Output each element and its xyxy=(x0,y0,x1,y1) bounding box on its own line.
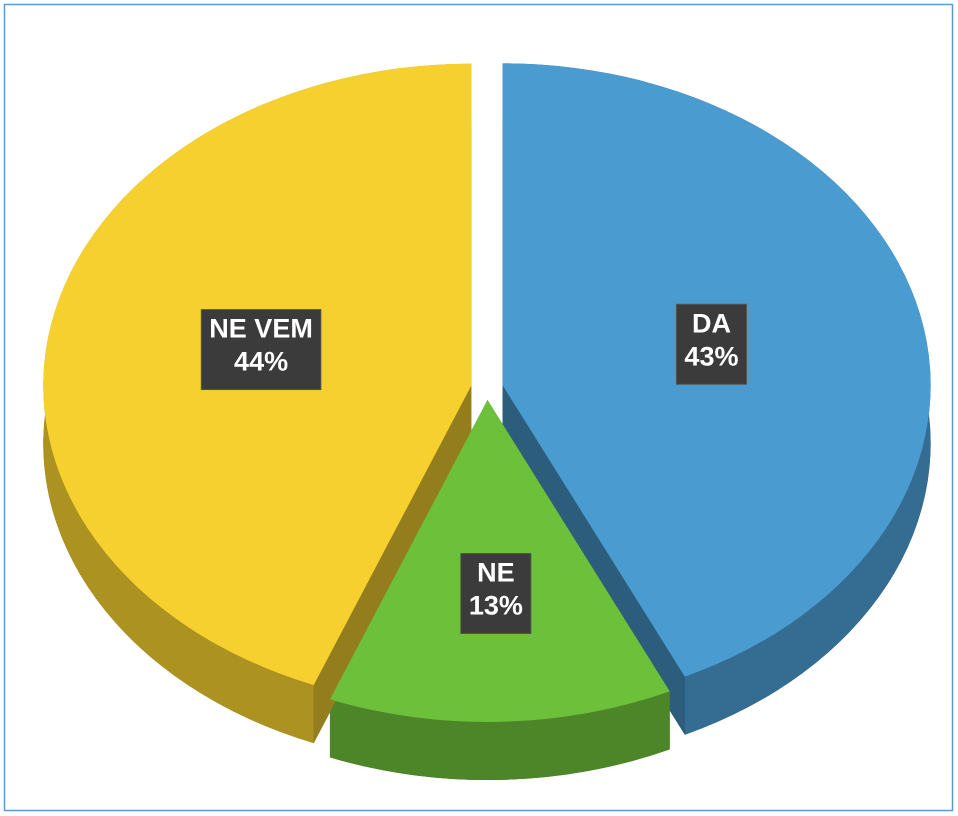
slice-rim xyxy=(329,691,670,780)
label-box xyxy=(675,303,747,385)
label-box xyxy=(460,553,532,635)
label-box xyxy=(200,309,322,391)
slice-label: NE xyxy=(477,558,515,588)
slice-label: DA xyxy=(692,308,731,338)
slice-value-label: 13% xyxy=(469,591,523,621)
slice-label: NE VEM xyxy=(209,314,313,344)
slice-value-label: 43% xyxy=(684,341,738,371)
slice-wall xyxy=(313,385,472,744)
slice-value-label: 44% xyxy=(234,347,288,377)
